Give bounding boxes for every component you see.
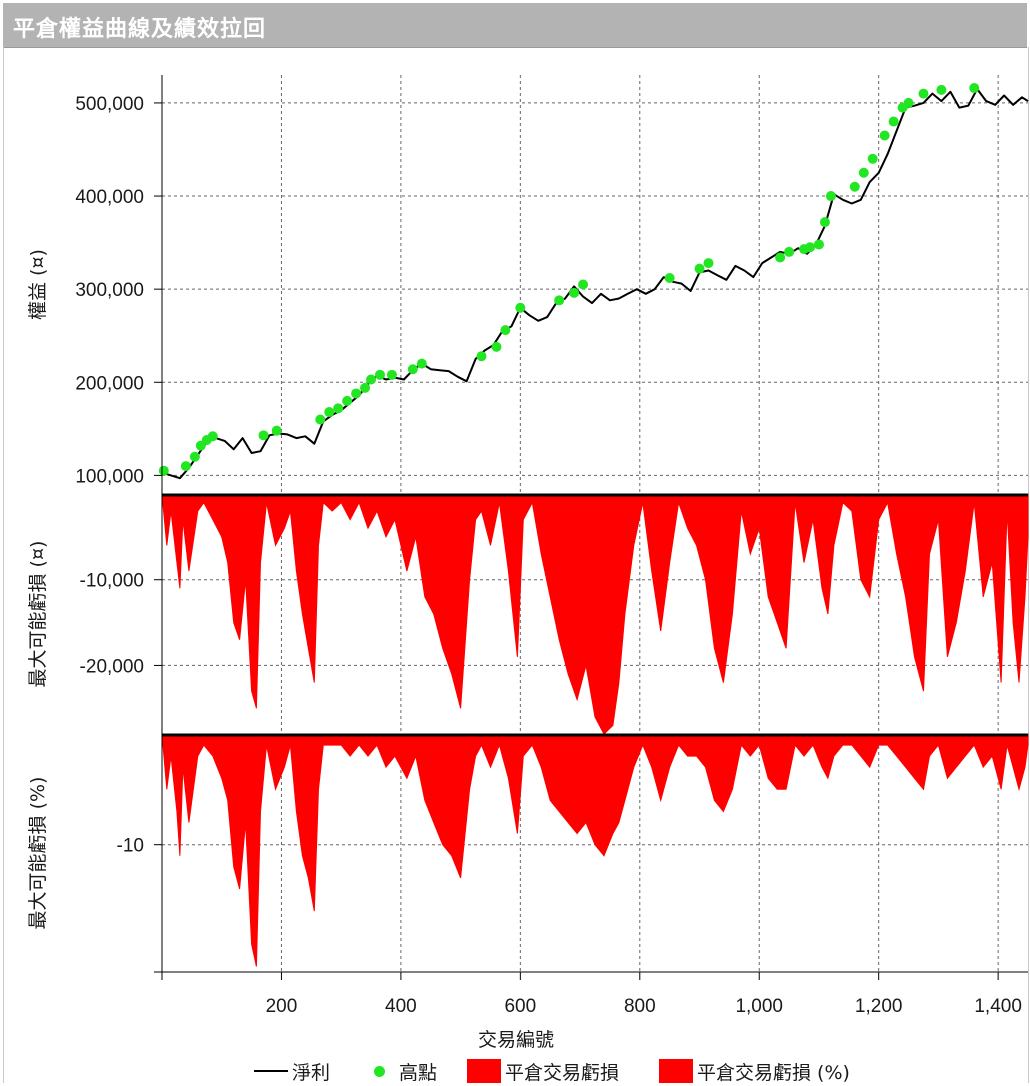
legend-highs-label: 高點 — [399, 1061, 438, 1084]
y-tick-label: 100,000 — [75, 466, 144, 487]
x-tick-label: 600 — [504, 996, 536, 1017]
chart-frame — [3, 47, 1029, 1083]
y-tick-label: 500,000 — [75, 94, 144, 115]
high-point-marker — [819, 217, 830, 228]
legend-net-profit: 淨利 — [254, 1058, 330, 1084]
high-point-marker — [386, 369, 397, 380]
high-point-marker — [189, 451, 200, 462]
y-tick-label: -20,000 — [80, 656, 144, 677]
drawdown-area-abs — [161, 493, 1029, 735]
high-point-marker — [784, 246, 795, 257]
high-point-marker — [207, 431, 218, 442]
high-point-marker — [315, 414, 326, 425]
high-point-marker — [515, 302, 526, 313]
high-point-marker — [491, 341, 502, 352]
high-point-marker — [903, 97, 914, 108]
high-point-marker — [805, 242, 816, 253]
legend-drawdown-pct: 平倉交易虧損 (%) — [659, 1058, 850, 1084]
high-point-marker — [703, 258, 714, 269]
y-tick-label: 200,000 — [75, 373, 144, 394]
x-tick-label: 200 — [266, 996, 298, 1017]
x-tick-label: 1,200 — [855, 996, 903, 1017]
legend-drawdown-pct-label: 平倉交易虧損 (%) — [697, 1061, 850, 1084]
high-point-marker — [374, 369, 385, 380]
y-tick-label: 300,000 — [75, 280, 144, 301]
window-title: 平倉權益曲線及績效拉回 — [13, 17, 267, 42]
legend-drawdown-abs-label: 平倉交易虧損 — [505, 1061, 620, 1084]
high-point-marker — [813, 239, 824, 250]
high-point-marker — [888, 116, 899, 127]
y-tick-label: -10 — [117, 836, 144, 857]
series-line-net-profit — [161, 88, 1029, 480]
high-point-marker — [936, 84, 947, 95]
high-point-marker — [664, 272, 675, 283]
high-point-marker — [407, 364, 418, 375]
y-tick-label: -10,000 — [80, 571, 144, 592]
legend-rect-swatch — [467, 1059, 501, 1083]
high-point-marker — [694, 263, 705, 274]
x-tick-label: 400 — [385, 996, 417, 1017]
high-point-marker — [158, 465, 169, 476]
high-point-marker — [775, 252, 786, 263]
high-point-marker — [578, 279, 589, 290]
high-point-marker — [849, 181, 860, 192]
high-point-marker — [333, 403, 344, 414]
x-tick-label: 1,400 — [974, 996, 1022, 1017]
y-axis-label: 最大可能虧損 (%) — [27, 777, 49, 930]
high-point-marker — [351, 388, 362, 399]
x-axis-label: 交易編號 — [478, 1029, 554, 1051]
legend-drawdown-abs: 平倉交易虧損 — [467, 1058, 619, 1084]
legend-line-swatch — [254, 1070, 288, 1072]
high-point-marker — [342, 395, 353, 406]
window-titlebar: 平倉權益曲線及績效拉回 — [3, 3, 1027, 48]
legend-rect-swatch-pct — [659, 1059, 693, 1083]
x-tick-label: 1,000 — [735, 996, 783, 1017]
high-point-marker — [969, 83, 980, 94]
y-axis-label: 最大可能虧損 (¤) — [27, 541, 49, 688]
high-point-marker — [569, 287, 580, 298]
high-point-marker — [867, 153, 878, 164]
y-axis-label: 權益 (¤) — [27, 249, 49, 320]
high-point-marker — [324, 407, 335, 418]
y-tick-label: 400,000 — [75, 187, 144, 208]
high-point-marker — [879, 130, 890, 141]
legend-dot-swatch — [374, 1065, 385, 1077]
chart-canvas: 100,000 200,000 300,000 400,000 500,000 權益 (¤… — [27, 75, 1029, 1051]
high-point-marker — [416, 358, 427, 369]
high-point-marker — [180, 461, 191, 472]
high-point-marker — [476, 351, 487, 362]
high-point-marker — [258, 430, 269, 441]
high-point-marker — [366, 374, 377, 385]
high-point-marker — [271, 425, 282, 436]
high-point-marker — [360, 382, 371, 393]
legend-highs: 高點 — [366, 1058, 437, 1084]
high-point-marker — [858, 167, 869, 178]
high-point-marker — [554, 295, 565, 306]
legend-net-profit-label: 淨利 — [292, 1061, 331, 1084]
x-tick-label: 800 — [624, 996, 656, 1017]
drawdown-area-pct — [161, 733, 1029, 967]
high-point-marker — [500, 325, 511, 336]
high-point-marker — [918, 88, 929, 99]
high-point-marker — [825, 191, 836, 202]
